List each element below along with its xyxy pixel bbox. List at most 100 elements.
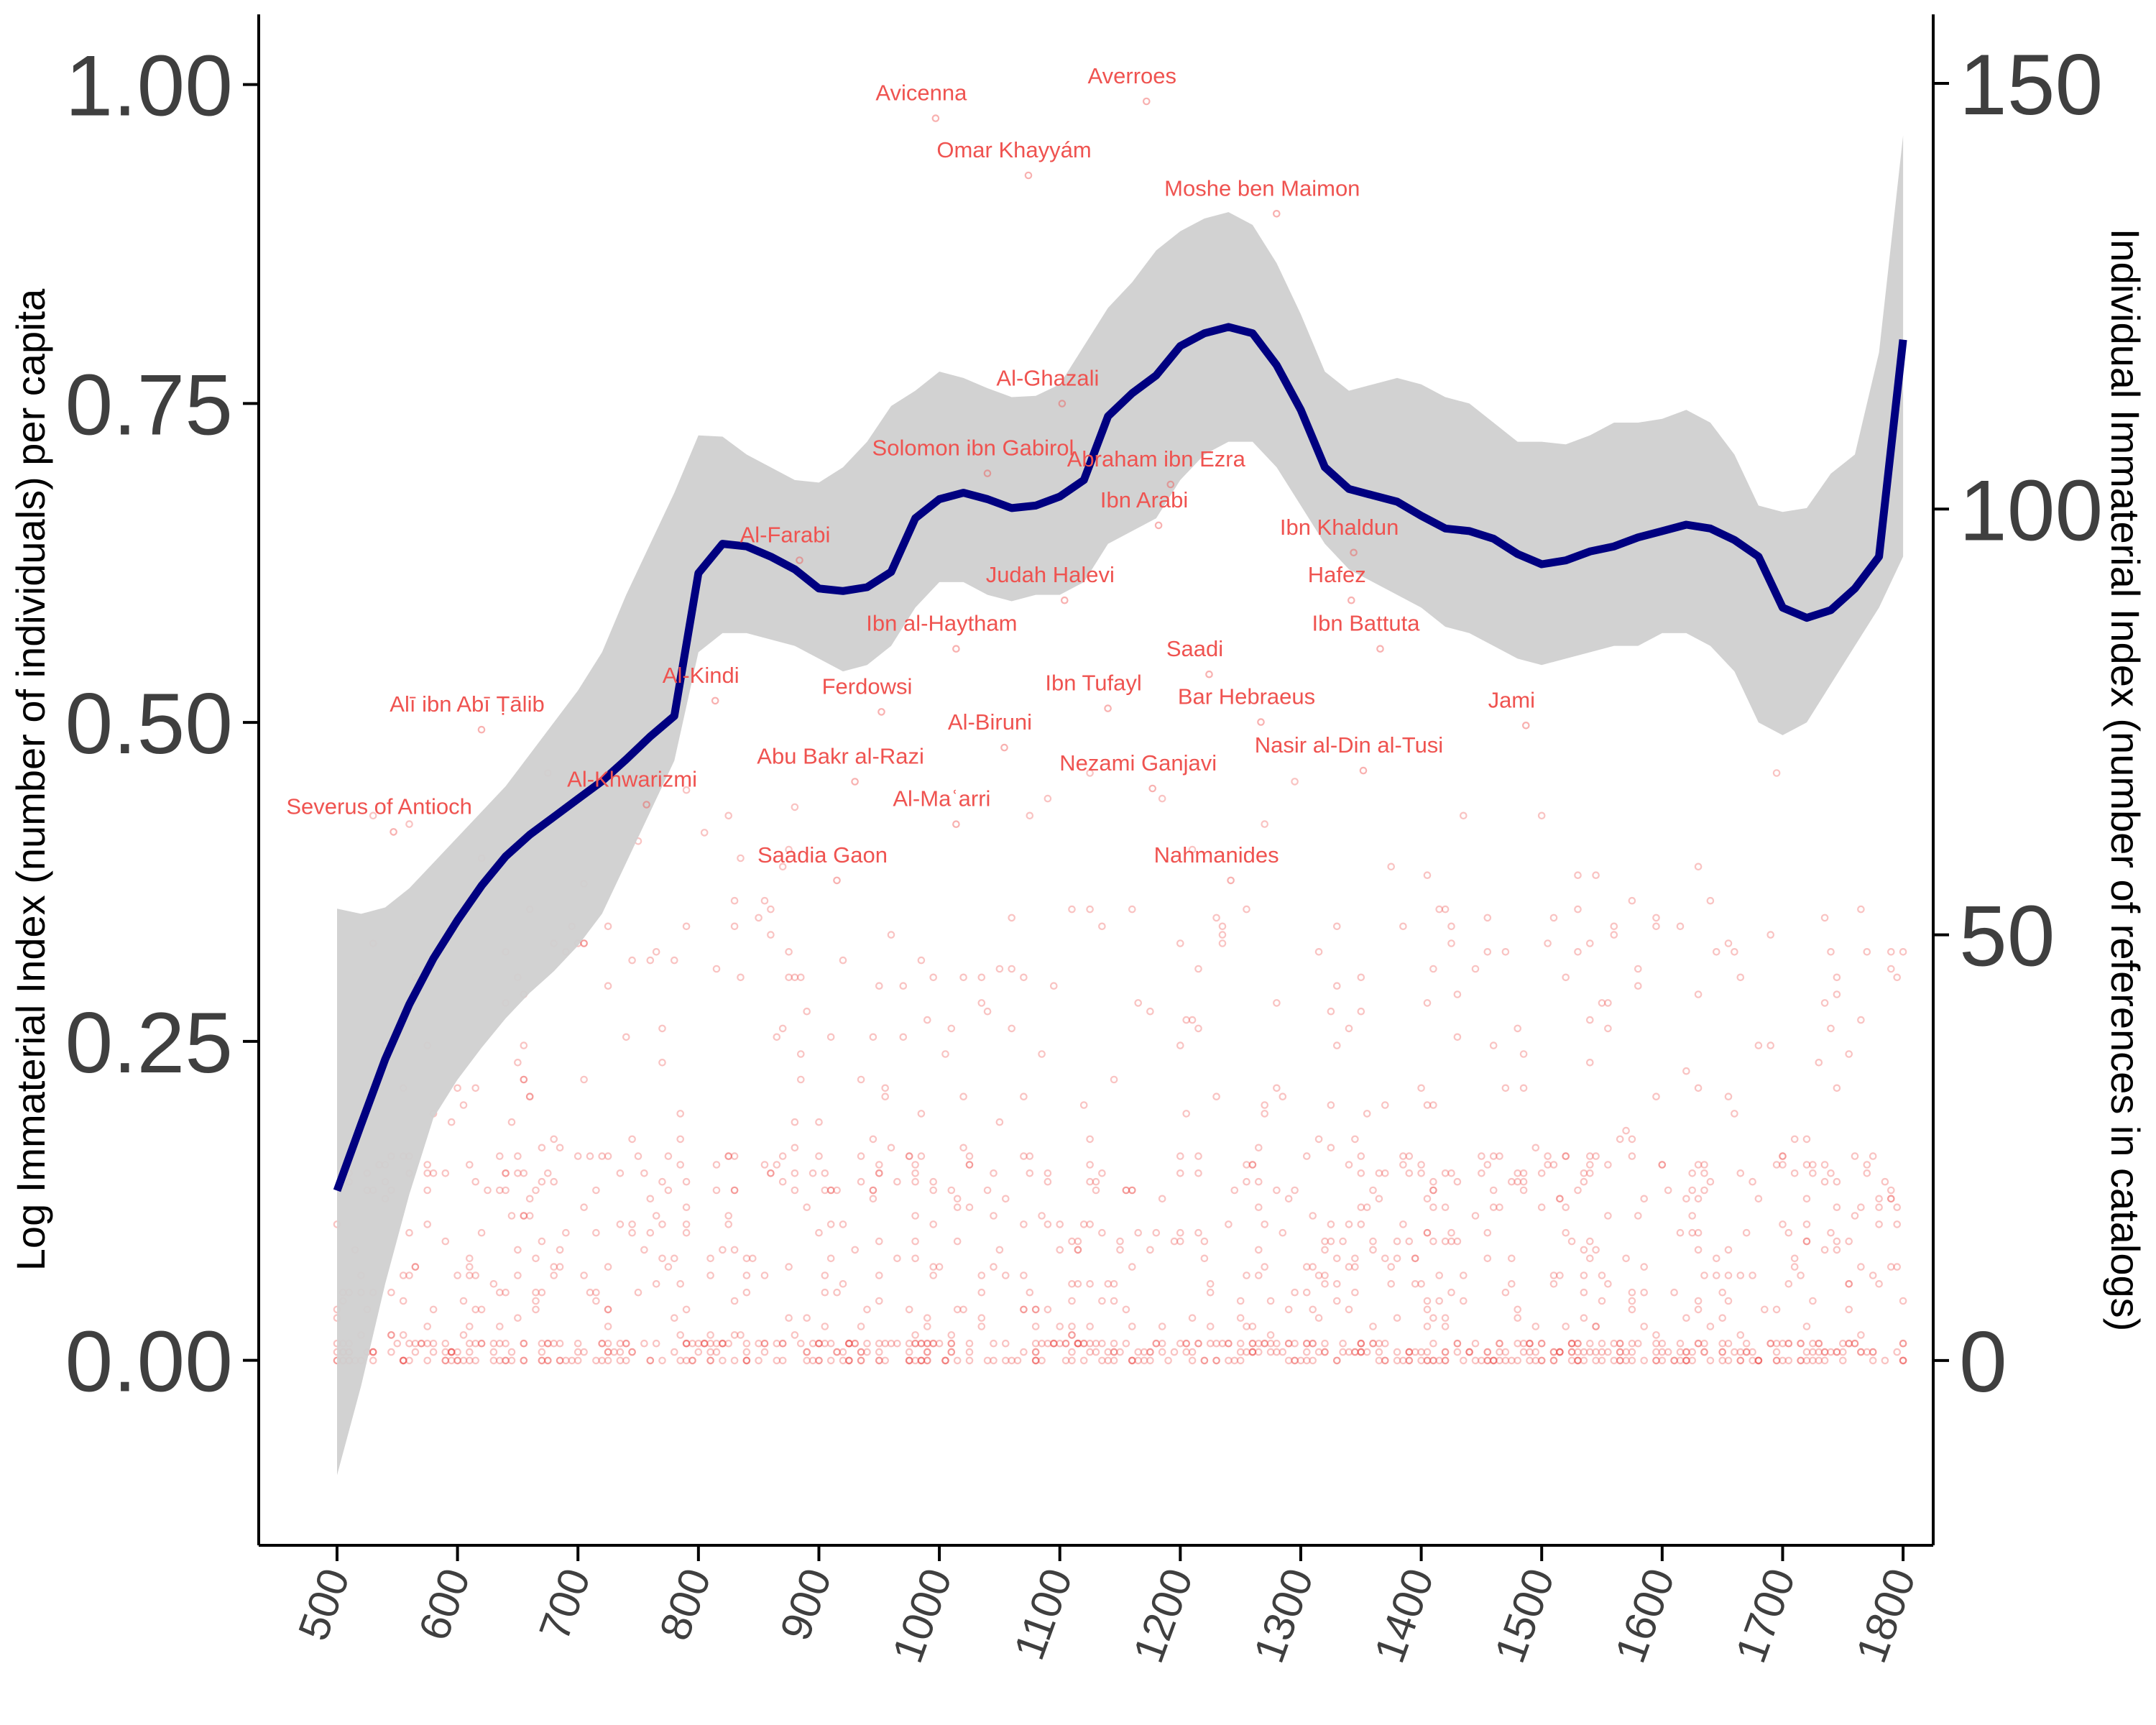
scatter-point (1357, 1339, 1365, 1348)
scatter-point (875, 1297, 883, 1305)
scatter-point (1128, 1356, 1136, 1365)
scatter-point (1447, 1288, 1455, 1297)
scatter-point (1628, 1356, 1636, 1365)
scatter-point (1086, 1348, 1094, 1356)
scatter-point (1375, 1195, 1383, 1203)
scatter-point (1146, 1246, 1154, 1254)
scatter-point (1694, 1084, 1703, 1092)
scatter-point (1815, 1339, 1823, 1348)
scatter-point (1531, 1322, 1540, 1330)
labeled-point (1148, 784, 1156, 793)
scatter-point (947, 1024, 956, 1033)
scatter-point (640, 1169, 648, 1177)
scatter-point (1556, 1348, 1564, 1356)
scatter-point (929, 1263, 937, 1271)
scatter-point (1779, 1220, 1787, 1228)
scatter-point (1496, 1356, 1503, 1365)
scatter-point (1574, 1348, 1582, 1356)
scatter-point (604, 1305, 612, 1314)
scatter-point (1068, 1331, 1076, 1339)
scatter-point (465, 1263, 474, 1271)
scatter-point (1580, 1177, 1588, 1186)
x-tick-label: 1800 (1847, 1563, 1925, 1669)
scatter-point (369, 811, 377, 820)
labeled-point (851, 778, 859, 786)
scatter-point (778, 1152, 787, 1160)
scatter-point (953, 1237, 962, 1246)
y-tick-label: 1.00 (65, 38, 233, 134)
scatter-point (520, 1212, 528, 1220)
scatter-point (1128, 1322, 1136, 1330)
labeled-point (1166, 480, 1175, 489)
scatter-point (863, 1339, 871, 1348)
scatter-point (1652, 1356, 1660, 1365)
scatter-point (773, 1033, 781, 1041)
scatter-point (1567, 1348, 1576, 1356)
scatter-point (706, 1348, 714, 1356)
scatter-point (550, 1271, 558, 1279)
point-label: Al-Khwarizmi (567, 767, 697, 792)
scatter-point (543, 1356, 552, 1365)
scatter-point (1857, 905, 1865, 914)
scatter-point (405, 1339, 413, 1348)
scatter-point (1031, 1339, 1040, 1348)
scatter-point (1700, 1186, 1708, 1195)
scatter-point (947, 1186, 956, 1195)
scatter-point (857, 1075, 865, 1084)
scatter-point (1802, 1135, 1811, 1144)
scatter-point (682, 1228, 691, 1237)
series-line (333, 323, 1907, 1192)
x-tick-label: 1700 (1726, 1563, 1805, 1669)
scatter-point (1580, 1246, 1588, 1254)
scatter-point (1098, 1169, 1106, 1177)
scatter-point (1875, 1220, 1883, 1228)
scatter-point (1586, 1169, 1594, 1177)
scatter-point (1061, 1356, 1070, 1365)
scatter-point (592, 1186, 600, 1195)
scatter-point (700, 829, 709, 837)
scatter-point (562, 1228, 570, 1237)
scatter-point (1483, 914, 1492, 922)
scatter-point (881, 1084, 889, 1092)
scatter-point (1736, 1271, 1745, 1279)
scatter-point (1802, 1195, 1811, 1203)
scatter-point (1309, 1305, 1317, 1314)
scatter-point (1110, 1339, 1118, 1348)
scatter-point (821, 1186, 829, 1195)
scatter-point (1574, 1339, 1582, 1348)
scatter-point (1026, 811, 1034, 820)
scatter-point (1369, 1339, 1377, 1348)
scatter-point (778, 1339, 787, 1348)
scatter-point (1423, 1322, 1432, 1330)
x-tick-label: 1300 (1245, 1563, 1323, 1669)
scatter-point (447, 1348, 456, 1356)
scatter-point (1845, 1280, 1853, 1288)
scatter-point (965, 1339, 974, 1348)
scatter-point (1381, 1169, 1389, 1177)
scatter-point (1339, 1339, 1347, 1348)
scatter-point (1333, 1356, 1341, 1365)
scatter-point (453, 1271, 461, 1279)
scatter-point (1086, 905, 1094, 914)
scatter-point (502, 1356, 510, 1365)
scatter-point (737, 854, 745, 862)
scatter-point (1314, 1135, 1323, 1144)
scatter-point (1616, 1135, 1624, 1144)
scatter-point (1802, 1237, 1811, 1246)
scatter-point (815, 1356, 823, 1365)
scatter-point (953, 1203, 962, 1211)
scatter-point (1749, 1177, 1756, 1186)
scatter-point (1713, 1271, 1720, 1279)
scatter-point (1598, 999, 1606, 1007)
scatter-point (1128, 905, 1136, 914)
scatter-point (1381, 1101, 1389, 1109)
scatter-point (1658, 1356, 1667, 1365)
scatter-point (1875, 1203, 1883, 1211)
scatter-point (1508, 1177, 1516, 1186)
scatter-point (706, 1331, 714, 1339)
scatter-point (1225, 1339, 1233, 1348)
scatter-point (453, 1356, 461, 1365)
scatter-point (1658, 1348, 1667, 1356)
scatter-point (1749, 1356, 1756, 1365)
scatter-point (670, 1348, 678, 1356)
